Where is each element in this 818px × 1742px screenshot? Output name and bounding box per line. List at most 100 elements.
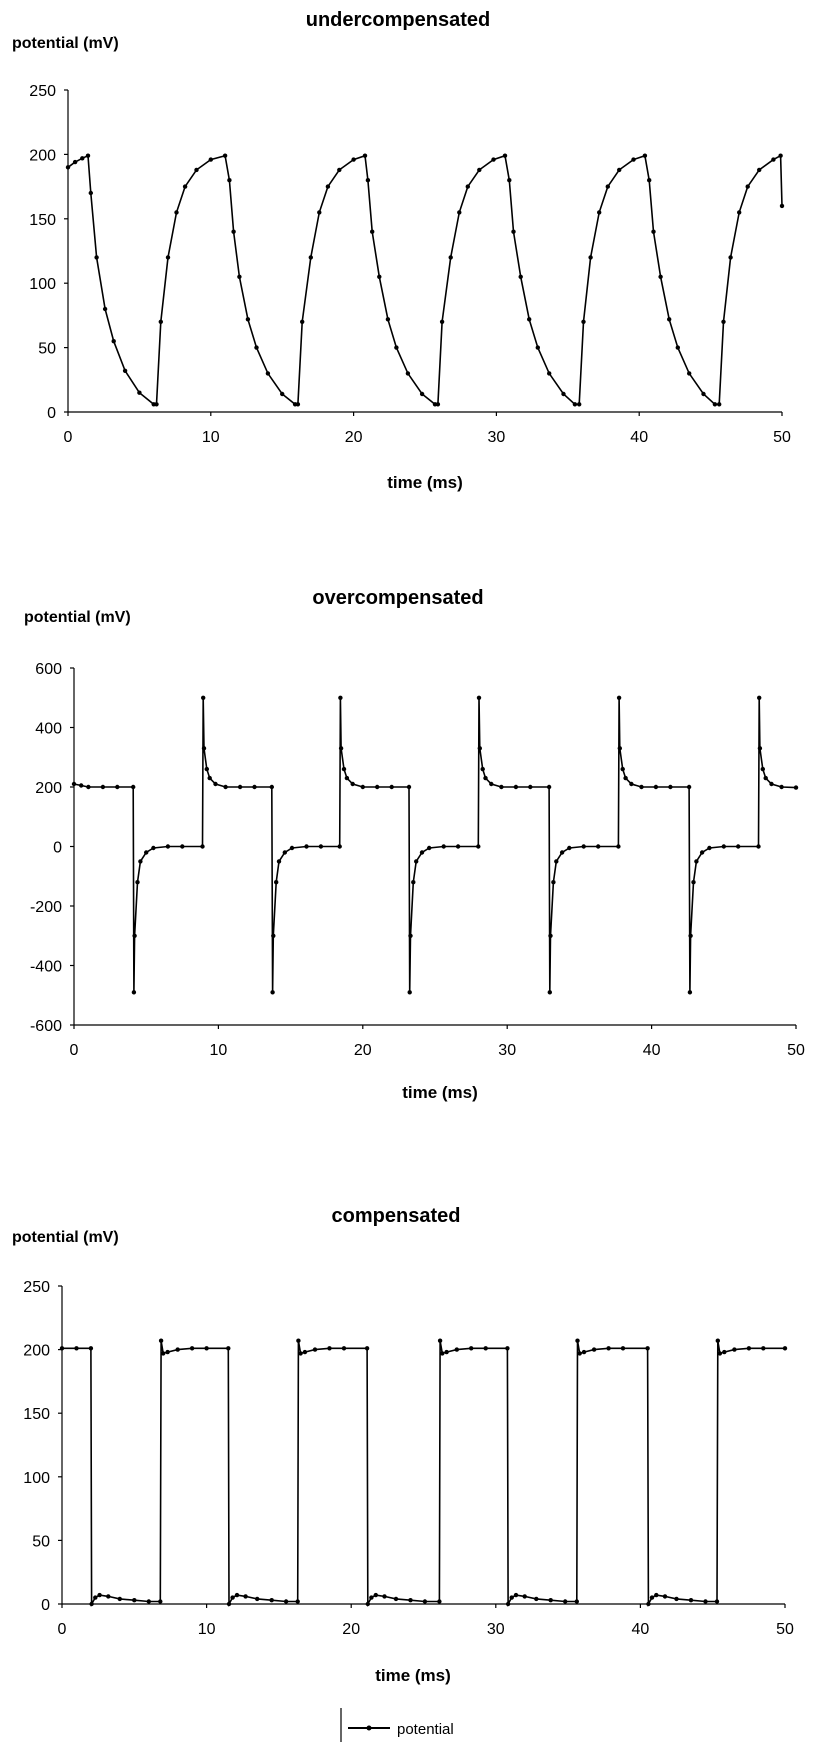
data-point bbox=[606, 1346, 611, 1351]
x-axis-label: time (ms) bbox=[375, 1666, 451, 1685]
data-point bbox=[100, 784, 106, 790]
data-point bbox=[715, 1338, 720, 1343]
data-point bbox=[350, 781, 355, 787]
data-point bbox=[577, 1351, 582, 1356]
data-point bbox=[408, 1598, 413, 1603]
data-point bbox=[651, 229, 656, 234]
data-point bbox=[491, 157, 496, 162]
data-point bbox=[499, 784, 504, 790]
data-point bbox=[469, 1346, 474, 1351]
x-tick-label: 30 bbox=[498, 1042, 516, 1059]
data-point bbox=[201, 695, 206, 700]
legend-label: potential bbox=[397, 1721, 454, 1738]
data-point bbox=[86, 784, 91, 790]
y-tick-label: 600 bbox=[35, 661, 62, 678]
series-line-potential bbox=[73, 697, 797, 993]
data-point bbox=[360, 784, 365, 790]
data-point bbox=[414, 859, 419, 864]
data-point bbox=[581, 1349, 587, 1355]
data-point bbox=[591, 1347, 597, 1352]
data-point bbox=[535, 345, 540, 350]
data-point bbox=[440, 1351, 445, 1356]
y-tick-label: 0 bbox=[53, 840, 62, 857]
y-tick-label: 200 bbox=[29, 147, 56, 164]
data-point bbox=[269, 784, 274, 790]
data-point bbox=[231, 229, 236, 234]
data-point bbox=[369, 1595, 374, 1600]
data-point bbox=[639, 784, 644, 790]
data-point bbox=[581, 844, 586, 849]
data-point bbox=[79, 783, 84, 788]
data-point bbox=[756, 844, 761, 849]
y-tick-label: 50 bbox=[38, 341, 56, 358]
data-point bbox=[435, 402, 441, 407]
data-point bbox=[511, 229, 516, 234]
y-tick-label: 200 bbox=[35, 780, 62, 797]
x-tick-label: 0 bbox=[58, 1621, 67, 1638]
data-point bbox=[483, 1346, 488, 1351]
data-point bbox=[642, 153, 648, 158]
x-tick-label: 0 bbox=[70, 1042, 79, 1059]
data-point bbox=[714, 1599, 720, 1604]
data-point bbox=[59, 1346, 65, 1351]
data-point bbox=[158, 319, 163, 324]
data-point bbox=[757, 695, 762, 700]
data-point bbox=[647, 178, 652, 183]
data-point bbox=[115, 784, 120, 790]
data-point bbox=[227, 178, 232, 183]
data-point bbox=[189, 1346, 195, 1351]
data-point bbox=[513, 1592, 519, 1598]
data-point bbox=[405, 371, 411, 376]
x-tick-label: 40 bbox=[630, 429, 648, 446]
data-point bbox=[703, 1599, 708, 1604]
chart-compensated: compensated potential (mV) time (ms) 0 50… bbox=[12, 1205, 794, 1685]
data-point bbox=[547, 990, 552, 995]
data-point bbox=[605, 184, 610, 189]
data-point bbox=[721, 319, 726, 324]
data-point bbox=[298, 1351, 303, 1356]
data-point bbox=[489, 781, 494, 787]
data-point bbox=[477, 167, 482, 173]
data-point bbox=[158, 1338, 164, 1343]
data-point bbox=[617, 167, 622, 173]
data-point bbox=[476, 695, 482, 700]
data-point bbox=[302, 1349, 308, 1355]
data-point bbox=[165, 255, 171, 260]
data-point bbox=[465, 184, 470, 189]
data-point bbox=[408, 933, 413, 938]
x-tick-label: 50 bbox=[776, 1621, 794, 1638]
data-point bbox=[596, 844, 601, 849]
data-point bbox=[554, 859, 559, 864]
chart-undercompensated: undercompensated potential (mV) time (ms… bbox=[12, 9, 791, 492]
data-point bbox=[304, 844, 309, 849]
y-tick-label: 250 bbox=[29, 83, 56, 100]
data-point bbox=[385, 317, 391, 322]
data-point bbox=[513, 784, 519, 790]
data-point bbox=[548, 933, 553, 938]
data-point bbox=[389, 784, 394, 790]
data-point bbox=[505, 1601, 511, 1607]
data-point bbox=[318, 844, 324, 849]
data-point bbox=[180, 844, 185, 849]
data-point bbox=[717, 1351, 723, 1356]
data-point bbox=[658, 274, 663, 279]
x-tick-label: 50 bbox=[787, 1042, 805, 1059]
data-point bbox=[351, 157, 356, 162]
data-point bbox=[667, 317, 672, 322]
data-point bbox=[295, 1599, 300, 1604]
data-point bbox=[534, 1596, 539, 1602]
x-tick-label: 50 bbox=[773, 429, 791, 446]
data-point bbox=[793, 785, 799, 790]
data-point bbox=[338, 746, 344, 751]
data-point bbox=[72, 159, 78, 165]
y-tick-label: 150 bbox=[23, 1406, 50, 1423]
data-point bbox=[265, 371, 271, 376]
data-point bbox=[694, 859, 699, 864]
data-point bbox=[106, 1594, 111, 1599]
y-tick-label: 200 bbox=[23, 1343, 50, 1360]
y-tick-label: 0 bbox=[41, 1597, 50, 1614]
data-point bbox=[686, 784, 692, 790]
data-point bbox=[722, 1349, 727, 1355]
data-point bbox=[728, 255, 733, 260]
data-point bbox=[308, 255, 313, 260]
